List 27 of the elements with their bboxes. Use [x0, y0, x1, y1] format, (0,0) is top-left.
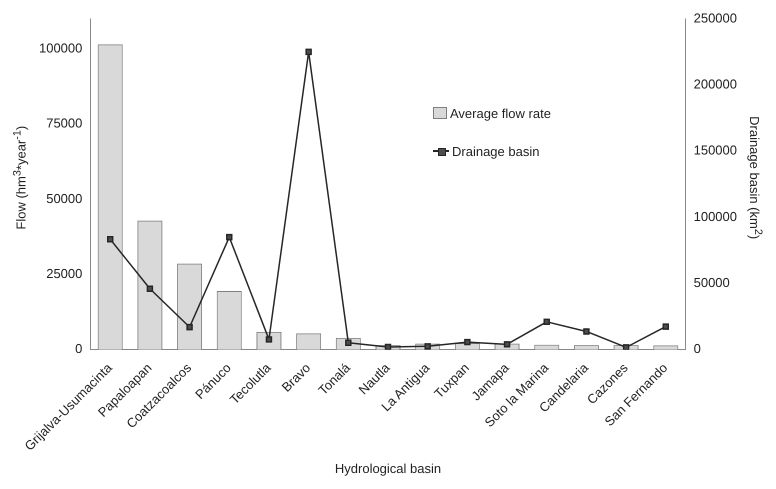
y-tick-label: 25000: [46, 266, 82, 282]
y2-tick-label: 150000: [694, 142, 738, 158]
y2-tick-label: 100000: [694, 208, 738, 224]
y2-tick-label: 50000: [694, 275, 730, 290]
point: [662, 323, 670, 330]
point: [544, 318, 550, 326]
point: [106, 236, 114, 242]
y-tick-label: 75000: [46, 116, 82, 131]
legend-label: Drainage basin: [452, 144, 540, 158]
point: [305, 48, 312, 56]
point: [424, 343, 431, 350]
y2-tick-label: 250000: [694, 10, 738, 26]
point: [146, 286, 154, 292]
y-tick-label: 100000: [38, 40, 82, 56]
y-tick-label: 50000: [46, 190, 82, 206]
y2-tick-label: 200000: [694, 76, 738, 92]
point: [186, 324, 193, 330]
point: [384, 344, 392, 350]
x-axis-title: Hydrological basin: [334, 460, 442, 476]
legend-label: Average flow rate: [450, 106, 551, 120]
y2-tick-label: 0: [694, 341, 701, 356]
point: [464, 338, 471, 346]
point: [583, 328, 590, 335]
point: [226, 234, 232, 240]
point: [622, 344, 630, 350]
point: [504, 341, 510, 348]
y-tick-label: 0: [75, 341, 82, 356]
